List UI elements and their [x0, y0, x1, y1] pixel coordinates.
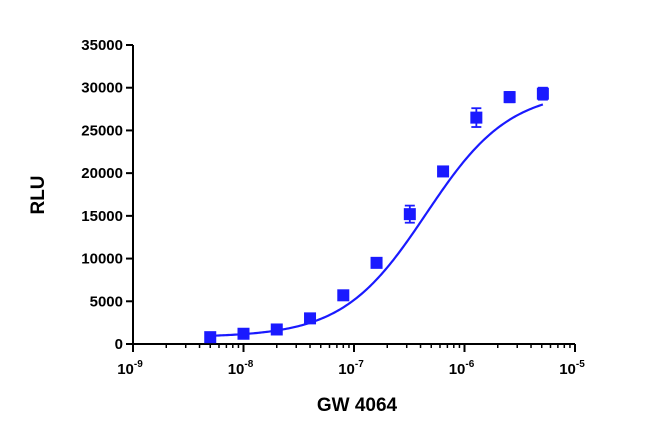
y-tick-label: 20000	[81, 165, 123, 182]
y-tick-label: 5000	[90, 293, 123, 310]
x-tick-label: 10-5	[559, 359, 585, 378]
data-point	[470, 107, 483, 128]
data-point	[237, 327, 250, 340]
y-axis-ticks: 0 5000 10000 15000 20000 25000 30000 35000	[81, 37, 133, 353]
x-tick-label: 10-7	[338, 359, 364, 378]
data-point	[437, 165, 450, 178]
x-axis-ticks: 10-9 10-8 10-7 10-6 10-5	[117, 344, 585, 378]
point-marker	[503, 91, 516, 104]
fit-curve	[210, 103, 544, 337]
point-marker	[204, 331, 217, 344]
data-point	[503, 91, 516, 104]
y-tick-label: 10000	[81, 251, 123, 268]
y-tick-label: 35000	[81, 37, 123, 54]
data-point	[337, 289, 350, 302]
y-tick-label: 15000	[81, 208, 123, 225]
point-marker	[337, 289, 350, 302]
y-tick-label: 25000	[81, 122, 123, 139]
data-point	[304, 312, 317, 325]
y-tick-label: 0	[115, 336, 123, 353]
x-tick-label: 10-8	[228, 359, 254, 378]
data-point	[536, 86, 549, 101]
data-point	[403, 204, 416, 224]
fit-curve-group	[210, 103, 544, 337]
point-marker	[437, 165, 450, 178]
point-marker	[270, 323, 283, 336]
data-point	[370, 256, 383, 269]
x-tick-label: 10-6	[449, 359, 475, 378]
point-marker	[370, 256, 383, 269]
data-point	[270, 323, 283, 336]
data-points	[204, 86, 549, 344]
x-axis-title: GW 4064	[317, 395, 398, 416]
data-point	[204, 331, 217, 344]
point-marker	[470, 111, 483, 124]
point-marker	[536, 87, 549, 100]
point-marker	[237, 327, 250, 340]
y-axis-title: RLU	[28, 175, 49, 214]
y-tick-label: 30000	[81, 80, 123, 97]
point-marker	[403, 208, 416, 221]
x-tick-label: 10-9	[117, 359, 143, 378]
point-marker	[304, 312, 317, 325]
